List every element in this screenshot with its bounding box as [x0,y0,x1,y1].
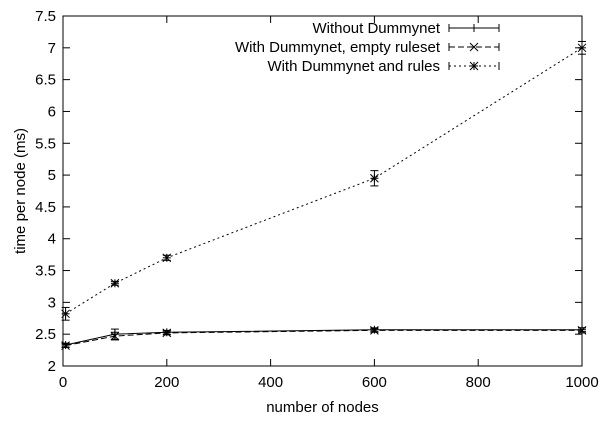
data-point [370,326,379,335]
legend-marker [469,42,479,52]
y-tick-label: 7 [48,40,56,57]
y-tick-label: 7.5 [35,8,56,25]
y-tick-label: 2.5 [35,326,56,343]
legend-item-2: With Dummynet, empty ruleset [235,39,500,56]
y-tick-label: 4.5 [35,199,56,216]
legend-label: With Dummynet and rules [267,58,440,75]
y-tick-label: 2 [48,358,56,375]
data-point [110,331,120,341]
series-line-3 [65,47,583,315]
legend-marker [470,24,478,32]
y-axis-label: time per node (ms) [12,128,29,254]
legend: Without Dummynet With Dummynet, empty rul… [235,20,500,75]
x-tick-label: 600 [362,374,387,391]
data-point [110,278,120,288]
data-point [162,328,172,338]
axis-ticks: 0 200 400 600 800 1000 2 2.5 3 3.5 4 4.5 5 5.5 6 6.5 7 7.… [35,8,599,391]
y-tick-label: 6 [48,103,56,120]
x-tick-label: 1000 [565,374,598,391]
y-tick-label: 5.5 [35,135,56,152]
legend-label: With Dummynet, empty ruleset [235,39,441,56]
legend-item-3: With Dummynet and rules [267,58,500,75]
series-line-1 [65,329,582,346]
y-tick-label: 3 [48,294,56,311]
series-lines [65,47,583,347]
legend-label: Without Dummynet [312,20,440,37]
y-tick-label: 5 [48,167,56,184]
x-tick-label: 400 [258,374,283,391]
x-tick-label: 0 [59,374,67,391]
series-markers [61,40,587,350]
data-point [162,253,172,263]
legend-item-1: Without Dummynet [312,20,500,37]
y-tick-label: 3.5 [35,263,56,280]
plot-frame [62,15,583,367]
data-point [370,173,379,183]
legend-marker [469,61,479,71]
y-tick-label: 6.5 [35,72,56,89]
y-tick-label: 4 [48,231,56,248]
x-tick-label: 800 [466,374,491,391]
x-axis-label: number of nodes [266,399,379,416]
x-tick-label: 200 [154,374,179,391]
